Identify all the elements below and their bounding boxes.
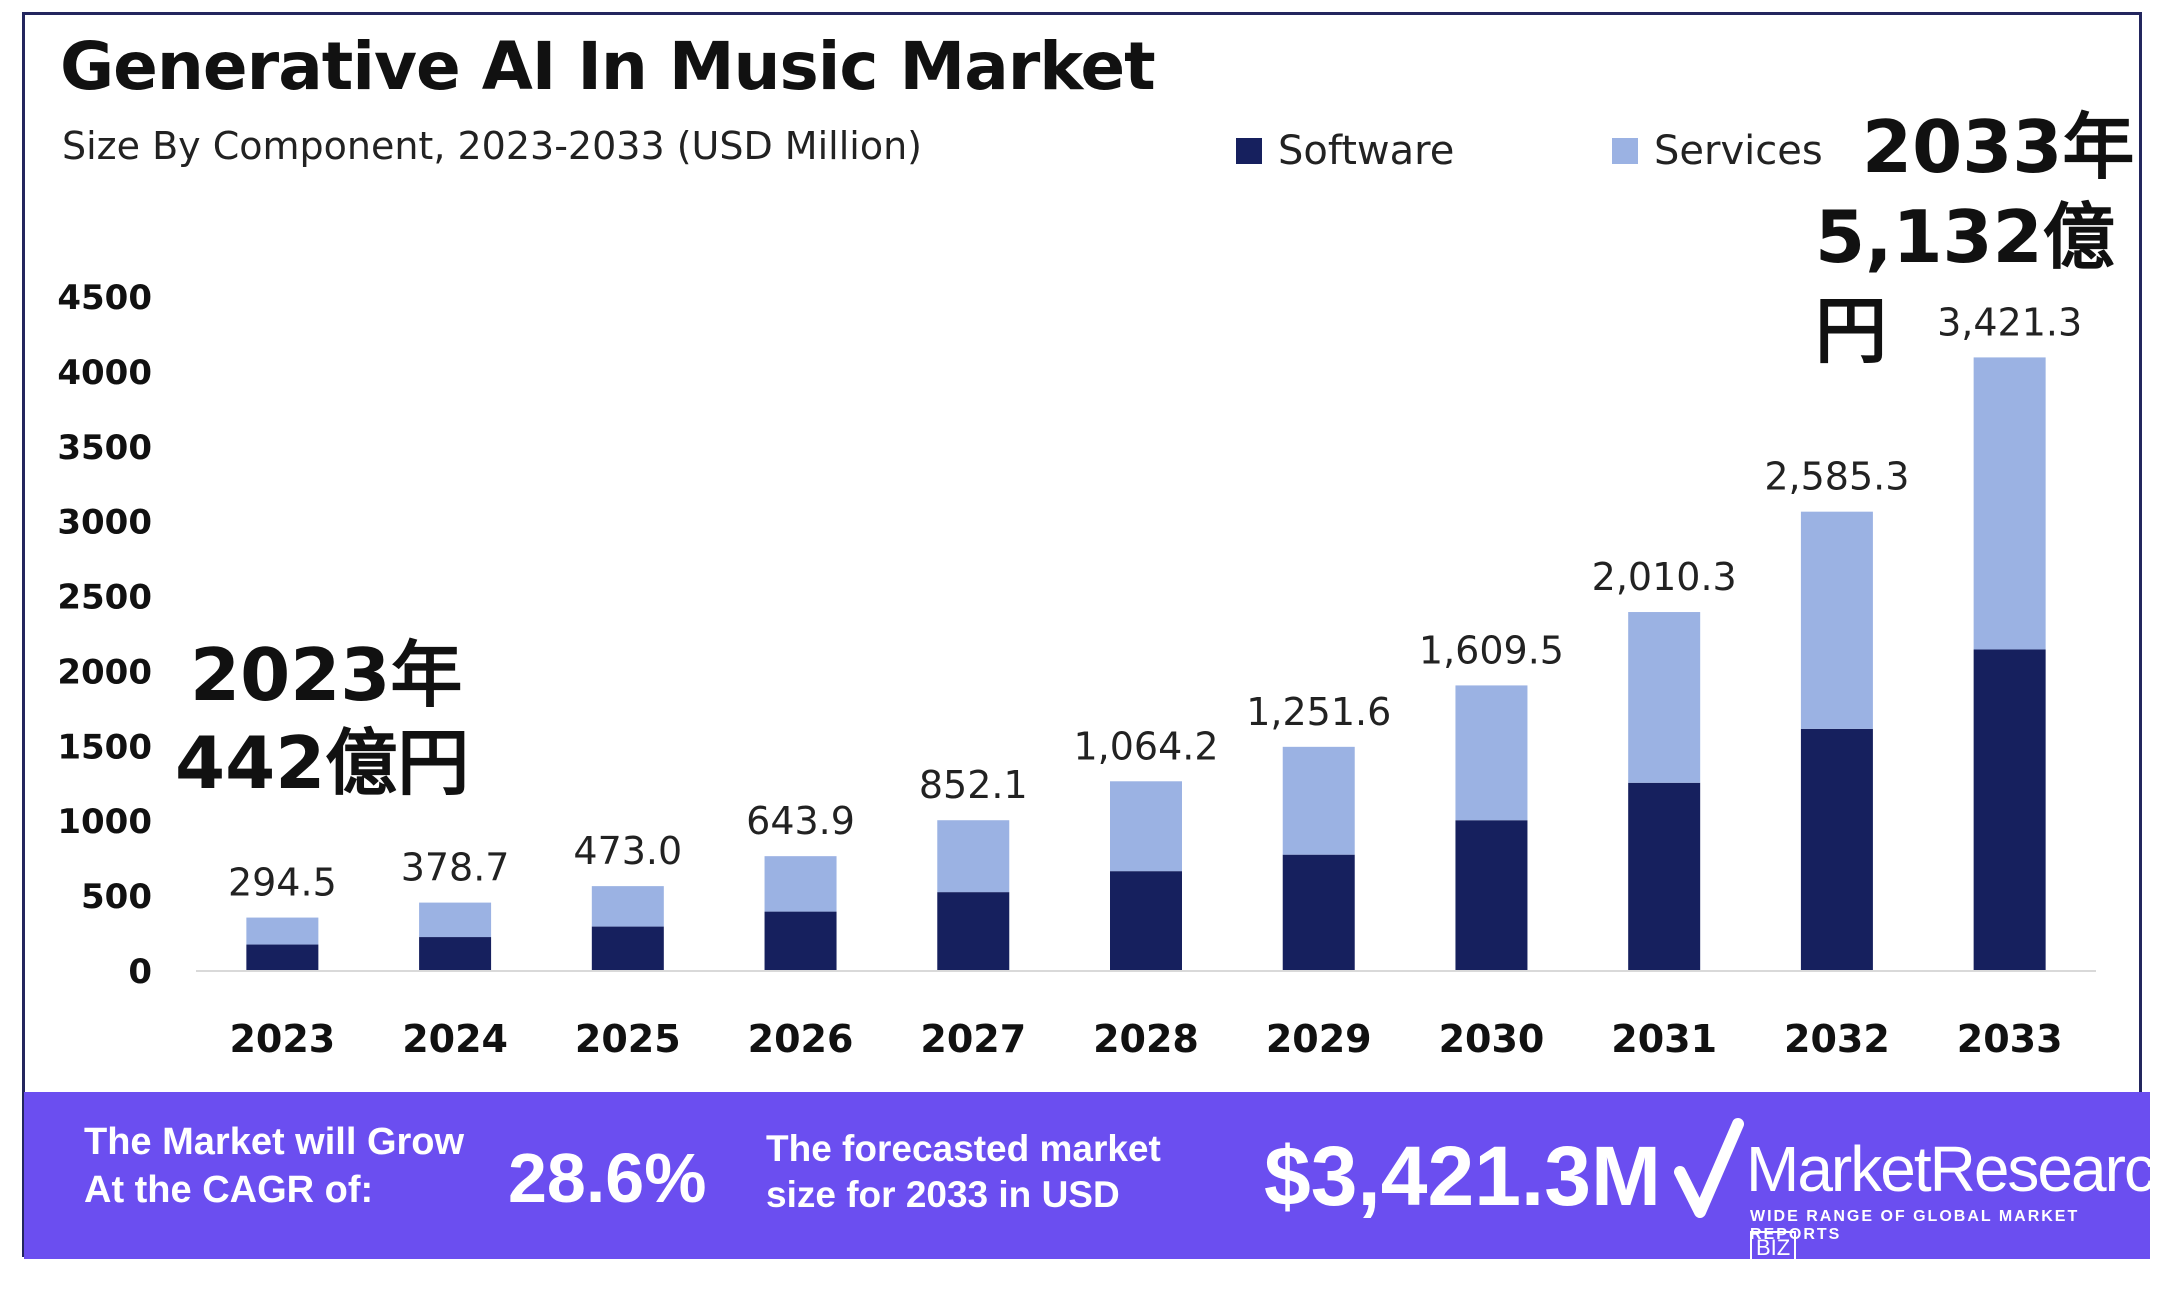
bar-software-2025 bbox=[591, 926, 664, 970]
total-label-2032: 2,585.3 bbox=[1764, 455, 1909, 499]
brand-badge: BIZ bbox=[1750, 1231, 1797, 1266]
bar-services-2032 bbox=[1800, 511, 1873, 729]
total-label-2024: 378.7 bbox=[401, 846, 510, 890]
x-tick-label-2032: 2032 bbox=[1784, 1017, 1890, 1061]
total-label-2031: 2,010.3 bbox=[1592, 555, 1737, 599]
y-tick-label: 4500 bbox=[57, 278, 152, 318]
bar-services-2029 bbox=[1282, 746, 1355, 855]
legend-software: Software bbox=[1236, 128, 1454, 174]
chart-frame bbox=[22, 12, 2142, 1257]
bar-software-2030 bbox=[1455, 820, 1528, 970]
total-label-2030: 1,609.5 bbox=[1419, 628, 1564, 672]
brand-logo: MarketResearch BIZ bbox=[1746, 1132, 2172, 1280]
bar-services-2026 bbox=[764, 856, 837, 912]
bar-software-2032 bbox=[1800, 728, 1873, 970]
x-tick-label-2030: 2030 bbox=[1439, 1017, 1545, 1061]
annotation-2033-year: 2033年 bbox=[1862, 105, 2135, 189]
y-tick-label: 0 bbox=[128, 952, 152, 992]
bar-software-2033 bbox=[1973, 649, 2046, 970]
annotation-2023-value: 442億円 bbox=[175, 721, 470, 805]
bar-software-2026 bbox=[764, 911, 837, 970]
total-label-2026: 643.9 bbox=[746, 799, 855, 843]
footer-banner: The Market will Grow At the CAGR of: 28.… bbox=[24, 1092, 2172, 1266]
bar-services-2033 bbox=[1973, 357, 2046, 650]
x-tick-label-2031: 2031 bbox=[1611, 1017, 1717, 1061]
brand-tagline: WIDE RANGE OF GLOBAL MARKET REPORTS bbox=[1750, 1208, 2080, 1243]
chart-title: Generative AI In Music Market bbox=[60, 28, 1156, 105]
bar-services-2028 bbox=[1110, 781, 1182, 872]
total-label-2027: 852.1 bbox=[919, 763, 1028, 807]
y-tick-label: 2500 bbox=[57, 578, 152, 618]
legend-services: Services bbox=[1612, 128, 1823, 174]
legend-software-swatch bbox=[1236, 138, 1262, 164]
x-tick-label-2024: 2024 bbox=[402, 1017, 508, 1061]
bar-software-2028 bbox=[1110, 871, 1182, 970]
x-tick-label-2025: 2025 bbox=[575, 1017, 681, 1061]
bar-services-2023 bbox=[246, 917, 319, 945]
brand-name: MarketResearch bbox=[1746, 1133, 2172, 1205]
checkmark-logo-icon bbox=[1674, 1118, 1744, 1218]
x-tick-label-2028: 2028 bbox=[1093, 1017, 1199, 1061]
total-label-2028: 1,064.2 bbox=[1073, 724, 1218, 768]
x-tick-label-2033: 2033 bbox=[1957, 1017, 2063, 1061]
total-label-2029: 1,251.6 bbox=[1246, 690, 1391, 734]
annotation-2023-year: 2023年 bbox=[190, 633, 463, 717]
annotation-2033-value: 5,132億円 bbox=[1815, 195, 2115, 373]
bar-services-2030 bbox=[1455, 685, 1528, 821]
y-tick-label: 3500 bbox=[57, 428, 152, 468]
bar-services-2027 bbox=[937, 820, 1010, 893]
bar-software-2023 bbox=[246, 944, 319, 970]
legend-software-label: Software bbox=[1278, 128, 1455, 174]
bar-software-2031 bbox=[1628, 782, 1701, 970]
chart-subtitle: Size By Component, 2023-2033 (USD Millio… bbox=[62, 124, 922, 168]
total-label-2033: 3,421.3 bbox=[1937, 300, 2082, 344]
x-tick-label-2027: 2027 bbox=[920, 1017, 1026, 1061]
footer-forecast-text: The forecasted market size for 2033 in U… bbox=[766, 1128, 1161, 1215]
footer-cagr-value: 28.6% bbox=[508, 1139, 707, 1217]
bar-chart: 0 500 1000 1500 2000 2500 3000 3500 4000 4500 294.… bbox=[57, 278, 2096, 1061]
bar-software-2027 bbox=[937, 892, 1010, 970]
bar-software-2029 bbox=[1282, 854, 1355, 970]
y-tick-label: 3000 bbox=[57, 503, 152, 543]
y-tick-label: 1000 bbox=[57, 802, 152, 842]
bar-software-2024 bbox=[419, 937, 492, 970]
y-tick-label: 2000 bbox=[57, 652, 152, 692]
bar-services-2031 bbox=[1628, 612, 1701, 783]
legend-services-label: Services bbox=[1654, 128, 1823, 174]
y-tick-label: 1500 bbox=[57, 727, 152, 767]
total-label-2023: 294.5 bbox=[228, 861, 337, 905]
x-tick-label-2026: 2026 bbox=[748, 1017, 854, 1061]
bar-services-2025 bbox=[591, 886, 664, 927]
x-tick-label-2023: 2023 bbox=[229, 1017, 335, 1061]
total-label-2025: 473.0 bbox=[573, 829, 682, 873]
footer-grow-text: The Market will Grow At the CAGR of: bbox=[84, 1121, 465, 1211]
y-tick-label: 500 bbox=[81, 877, 152, 917]
legend-services-swatch bbox=[1612, 138, 1638, 164]
y-tick-label: 4000 bbox=[57, 353, 152, 393]
footer-market-size: $3,421.3M bbox=[1264, 1129, 1661, 1223]
bar-services-2024 bbox=[419, 902, 492, 938]
x-tick-label-2029: 2029 bbox=[1266, 1017, 1372, 1061]
